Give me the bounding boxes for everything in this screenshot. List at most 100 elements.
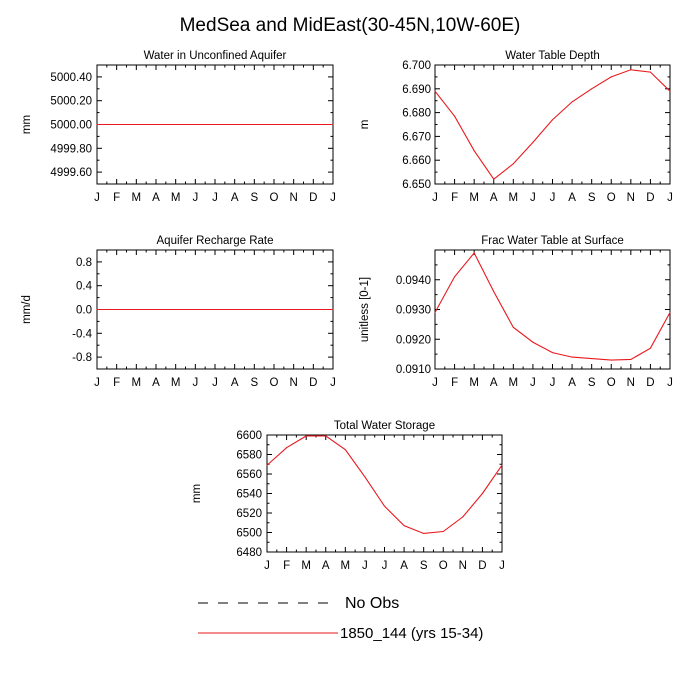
data-point <box>332 124 334 125</box>
y-tick-label: 6.690 <box>402 84 431 96</box>
chart-title: Frac Water Table at Surface <box>481 235 624 247</box>
x-tick-label: O <box>607 377 616 389</box>
data-point <box>591 88 593 90</box>
data-point <box>312 124 314 125</box>
x-tick-label: F <box>451 377 458 389</box>
data-point <box>571 356 573 358</box>
y-tick-label: 6540 <box>236 489 262 501</box>
y-tick-label: 5000.20 <box>50 96 92 108</box>
data-point <box>649 347 651 349</box>
x-tick-label: A <box>231 192 239 204</box>
x-tick-label: A <box>231 377 239 389</box>
x-tick-label: J <box>212 377 218 389</box>
x-tick-label: N <box>459 560 467 572</box>
x-tick-label: J <box>192 192 198 204</box>
plot-frame <box>434 64 671 185</box>
y-axis-label: m <box>359 120 371 130</box>
data-point <box>512 326 514 328</box>
data-point <box>273 309 275 310</box>
x-tick-label: J <box>330 192 336 204</box>
x-tick-label: M <box>171 377 181 389</box>
y-tick-label: 6500 <box>236 528 262 540</box>
data-point <box>481 493 483 494</box>
x-tick-label: F <box>113 377 120 389</box>
y-tick-label: 0.0910 <box>396 364 431 376</box>
x-tick-label: M <box>132 192 142 204</box>
data-point <box>293 309 295 310</box>
x-tick-label: D <box>478 560 486 572</box>
y-tick-label: 6520 <box>236 508 262 520</box>
x-tick-label: A <box>400 560 408 572</box>
data-point <box>552 119 553 121</box>
x-tick-label: A <box>322 560 330 572</box>
x-tick-label: J <box>667 192 673 204</box>
data-point <box>214 309 216 310</box>
legend-label-1: 1850_144 (yrs 15-34) <box>340 625 483 642</box>
y-tick-label: 0.0940 <box>396 275 431 287</box>
legend-label-0: No Obs <box>345 595 399 612</box>
x-tick-label: D <box>309 377 317 389</box>
data-point <box>305 435 307 437</box>
page-title: MedSea and MidEast(30-45N,10W-60E) <box>180 15 521 36</box>
chart-title: Total Water Storage <box>334 420 435 432</box>
y-axis-label: unitless [0-1] <box>359 277 371 342</box>
y-tick-label: 6.680 <box>402 108 431 120</box>
y-tick-label: -0.4 <box>72 328 92 340</box>
data-point <box>473 252 475 254</box>
x-tick-label: J <box>550 377 556 389</box>
x-tick-label: O <box>439 560 448 572</box>
data-point <box>266 464 268 466</box>
x-tick-label: J <box>212 192 218 204</box>
data-point <box>610 359 612 361</box>
x-tick-label: M <box>469 377 479 389</box>
y-axis-label: mm <box>21 115 33 134</box>
x-tick-label: S <box>420 560 428 572</box>
y-tick-label: 6560 <box>236 469 262 481</box>
data-point <box>135 124 137 125</box>
y-tick-label: 0.8 <box>76 257 92 269</box>
data-point <box>454 115 456 117</box>
data-point <box>442 531 444 533</box>
data-point <box>610 76 612 78</box>
data-point <box>532 141 534 143</box>
data-point <box>462 516 464 518</box>
data-point <box>155 124 157 125</box>
data-point <box>454 276 456 278</box>
x-tick-label: J <box>499 560 505 572</box>
data-point <box>194 309 196 310</box>
data-point <box>155 309 157 310</box>
x-tick-label: J <box>362 560 368 572</box>
y-tick-label: 0.0 <box>76 305 92 317</box>
x-tick-label: A <box>568 192 576 204</box>
data-point <box>116 124 118 125</box>
data-point <box>493 178 495 180</box>
y-tick-label: 4999.60 <box>50 167 92 179</box>
x-tick-label: O <box>607 192 616 204</box>
x-tick-label: M <box>341 560 351 572</box>
data-point <box>473 150 475 152</box>
x-tick-label: D <box>309 192 317 204</box>
data-point <box>493 291 495 293</box>
data-point <box>630 69 632 71</box>
x-tick-label: M <box>509 377 519 389</box>
x-tick-label: J <box>432 377 438 389</box>
data-point <box>669 90 671 92</box>
x-tick-label: J <box>264 560 270 572</box>
y-tick-label: 4999.80 <box>50 143 92 155</box>
data-point <box>403 525 405 527</box>
data-point <box>96 309 98 310</box>
x-tick-label: J <box>530 377 536 389</box>
data-point <box>253 309 255 310</box>
x-tick-label: A <box>490 377 498 389</box>
data-point <box>135 309 137 310</box>
y-tick-label: 6.650 <box>402 179 431 191</box>
x-tick-label: M <box>301 560 311 572</box>
data-point <box>669 311 671 313</box>
data-point <box>571 101 573 103</box>
y-tick-label: 6600 <box>236 430 262 442</box>
y-tick-label: 6.660 <box>402 155 431 167</box>
